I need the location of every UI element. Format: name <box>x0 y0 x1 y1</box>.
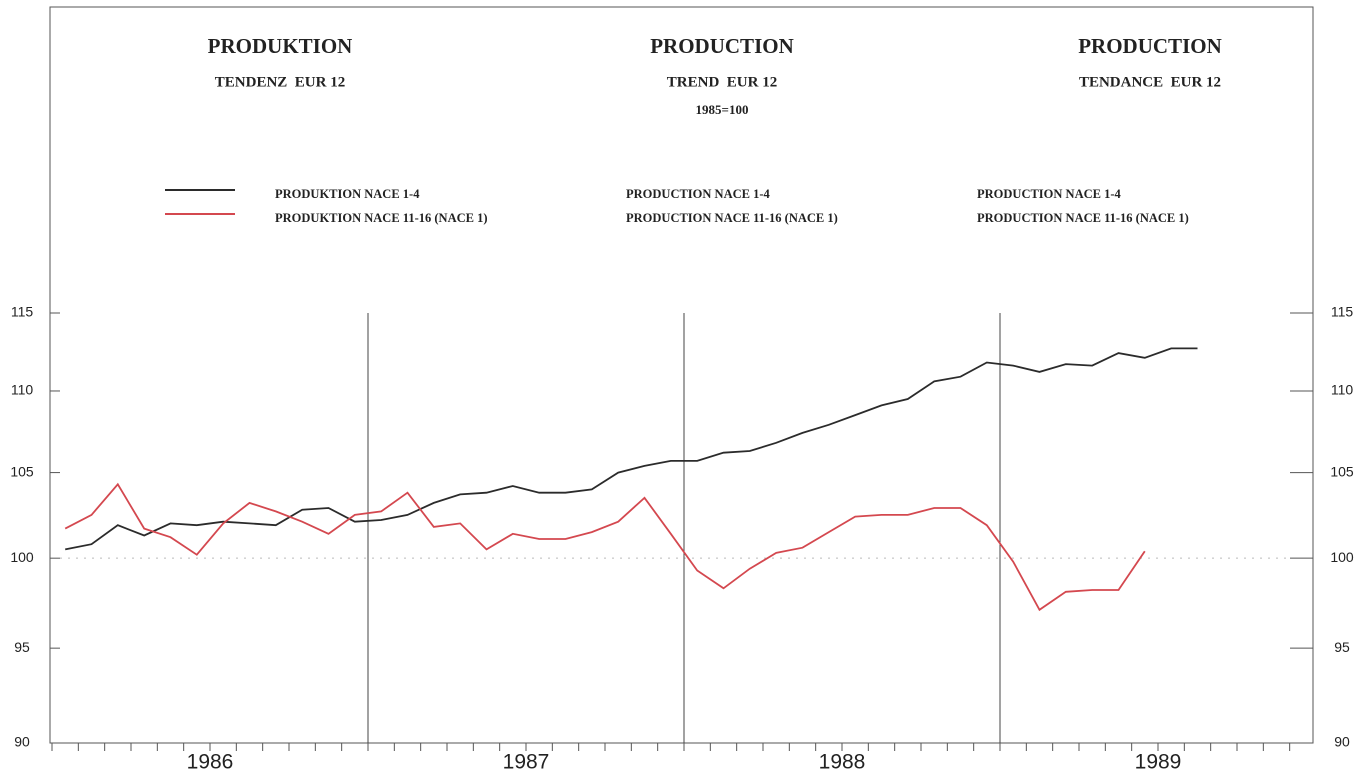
title-fr: PRODUCTION <box>1078 34 1222 58</box>
legend-label: PRODUCTION NACE 1-4 <box>626 187 771 201</box>
base-note: 1985=100 <box>696 102 749 117</box>
legend-label: PRODUKTION NACE 11-16 (NACE 1) <box>275 211 488 225</box>
y-tick-label-right: 95 <box>1334 639 1350 655</box>
subtitle-de: TENDENZ EUR 12 <box>215 74 345 90</box>
y-tick-label-right: 110 <box>1331 382 1354 398</box>
x-group-label: 1988 <box>819 751 866 774</box>
y-tick-label-right: 100 <box>1330 549 1354 565</box>
x-group-label: 1986 <box>187 751 234 774</box>
y-tick-label: 90 <box>14 734 30 750</box>
y-tick-label: 115 <box>11 304 34 320</box>
legend-label: PRODUCTION NACE 11-16 (NACE 1) <box>626 211 838 225</box>
x-group-label: 1989 <box>1135 751 1182 774</box>
subtitle-fr: TENDANCE EUR 12 <box>1079 74 1221 90</box>
legend-label: PRODUCTION NACE 11-16 (NACE 1) <box>977 211 1189 225</box>
series-line <box>65 347 1198 551</box>
title-de: PRODUKTION <box>208 34 353 58</box>
title-en: PRODUCTION <box>650 34 794 58</box>
legend-label: PRODUCTION NACE 1-4 <box>977 187 1122 201</box>
x-group-label: 1987 <box>503 751 550 774</box>
y-tick-label-right: 105 <box>1330 463 1354 479</box>
frame <box>49 6 1314 744</box>
y-tick-label-right: 115 <box>1331 304 1354 320</box>
subtitle-en: TREND EUR 12 <box>667 74 777 90</box>
y-tick-label: 105 <box>10 463 34 479</box>
y-tick-label: 100 <box>10 549 34 565</box>
legend-label: PRODUKTION NACE 1-4 <box>275 187 420 201</box>
series-line <box>64 482 1146 612</box>
y-tick-label-right: 90 <box>1334 734 1350 750</box>
y-tick-label: 95 <box>14 639 30 655</box>
y-tick-label: 110 <box>11 382 34 398</box>
